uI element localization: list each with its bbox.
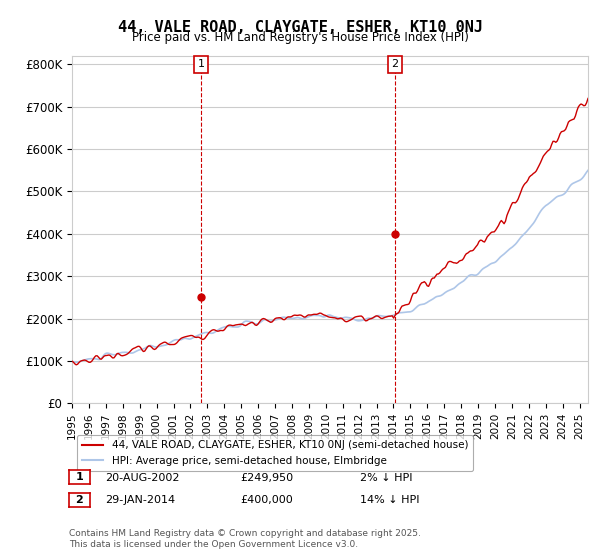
Text: 20-AUG-2002: 20-AUG-2002 xyxy=(105,473,179,483)
Text: £249,950: £249,950 xyxy=(240,473,293,483)
Text: 14% ↓ HPI: 14% ↓ HPI xyxy=(360,495,419,505)
Text: 2: 2 xyxy=(76,495,83,505)
Text: Contains HM Land Registry data © Crown copyright and database right 2025.
This d: Contains HM Land Registry data © Crown c… xyxy=(69,529,421,549)
Text: 2: 2 xyxy=(391,59,398,69)
Text: Price paid vs. HM Land Registry's House Price Index (HPI): Price paid vs. HM Land Registry's House … xyxy=(131,31,469,44)
Text: 1: 1 xyxy=(76,473,83,482)
Text: 1: 1 xyxy=(198,59,205,69)
Text: 44, VALE ROAD, CLAYGATE, ESHER, KT10 0NJ: 44, VALE ROAD, CLAYGATE, ESHER, KT10 0NJ xyxy=(118,20,482,35)
Text: 2% ↓ HPI: 2% ↓ HPI xyxy=(360,473,413,483)
Text: 29-JAN-2014: 29-JAN-2014 xyxy=(105,495,175,505)
Text: £400,000: £400,000 xyxy=(240,495,293,505)
Legend: 44, VALE ROAD, CLAYGATE, ESHER, KT10 0NJ (semi-detached house), HPI: Average pri: 44, VALE ROAD, CLAYGATE, ESHER, KT10 0NJ… xyxy=(77,435,473,471)
